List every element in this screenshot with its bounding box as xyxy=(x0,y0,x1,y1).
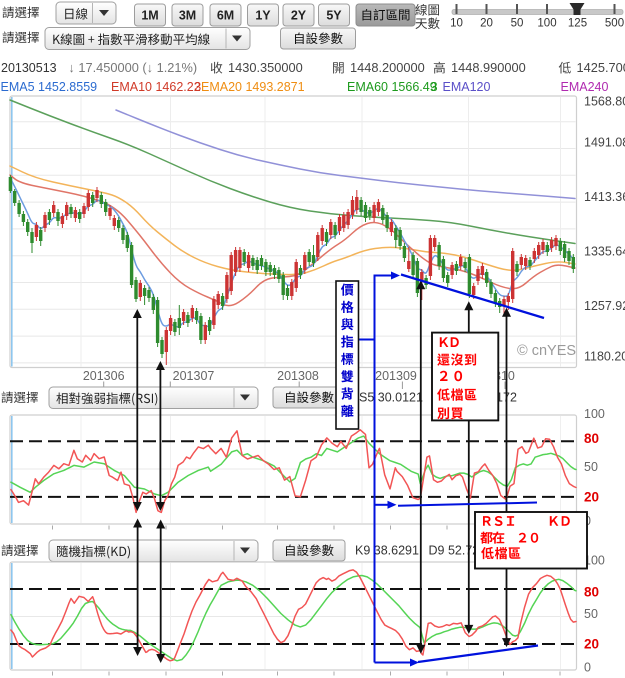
svg-text:1M: 1M xyxy=(141,9,158,23)
svg-text:20: 20 xyxy=(584,490,599,505)
svg-text:1448.200000: 1448.200000 xyxy=(350,60,425,75)
svg-text:1568.80: 1568.80 xyxy=(584,94,625,108)
svg-text:3M: 3M xyxy=(179,9,196,23)
svg-text:20: 20 xyxy=(480,18,493,30)
svg-text:1Y: 1Y xyxy=(255,9,271,23)
svg-text:100: 100 xyxy=(584,554,605,568)
svg-text:100: 100 xyxy=(584,407,605,421)
svg-text:1413.36: 1413.36 xyxy=(584,190,625,204)
svg-text:1180.20: 1180.20 xyxy=(584,349,625,363)
svg-text:10: 10 xyxy=(450,18,463,30)
svg-text:201307: 201307 xyxy=(173,369,215,383)
svg-text:125: 125 xyxy=(568,18,587,30)
svg-text:EMA20 1493.2871: EMA20 1493.2871 xyxy=(201,80,305,94)
svg-text:EMA60 1566.49: EMA60 1566.49 xyxy=(347,80,437,94)
svg-text:EMA5 1452.8559: EMA5 1452.8559 xyxy=(1,80,98,94)
svg-text:201309: 201309 xyxy=(375,369,417,383)
svg-text:3: 3 xyxy=(431,80,438,94)
svg-text:1335.64: 1335.64 xyxy=(584,244,625,258)
svg-text:1430.350000: 1430.350000 xyxy=(228,60,303,75)
svg-text:1425.700000: 1425.700000 xyxy=(577,60,625,75)
svg-text:201308: 201308 xyxy=(277,369,319,383)
svg-text:50: 50 xyxy=(511,18,524,30)
svg-text:0: 0 xyxy=(584,661,591,675)
svg-text:3: 3 xyxy=(194,80,201,94)
svg-text:2Y: 2Y xyxy=(291,9,307,23)
svg-text:80: 80 xyxy=(584,431,599,446)
svg-text:1257.92: 1257.92 xyxy=(584,299,625,313)
svg-text:EMA240: EMA240 xyxy=(561,80,609,94)
svg-text:20130513: 20130513 xyxy=(1,61,57,75)
svg-text:80: 80 xyxy=(584,585,599,600)
svg-text:500: 500 xyxy=(605,18,624,30)
svg-text:EMA10 1462.22: EMA10 1462.22 xyxy=(111,80,201,94)
svg-text:5Y: 5Y xyxy=(326,9,342,23)
svg-text:↓ 17.450000 (↓ 1.21%): ↓ 17.450000 (↓ 1.21%) xyxy=(68,60,197,75)
svg-text:201306: 201306 xyxy=(83,369,125,383)
svg-text:100: 100 xyxy=(537,18,556,30)
svg-text:20: 20 xyxy=(584,636,599,651)
svg-text:S5 30.0121: S5 30.0121 xyxy=(359,391,423,405)
svg-text:50: 50 xyxy=(584,607,598,621)
svg-text:1491.08: 1491.08 xyxy=(584,135,625,149)
svg-text:1448.990000: 1448.990000 xyxy=(451,60,526,75)
svg-text:© cnYES: © cnYES xyxy=(517,343,576,359)
svg-text:K9 38.6291: K9 38.6291 xyxy=(355,544,419,558)
svg-text:6M: 6M xyxy=(217,9,234,23)
svg-text:EMA120: EMA120 xyxy=(443,80,491,94)
svg-text:50: 50 xyxy=(584,460,598,474)
